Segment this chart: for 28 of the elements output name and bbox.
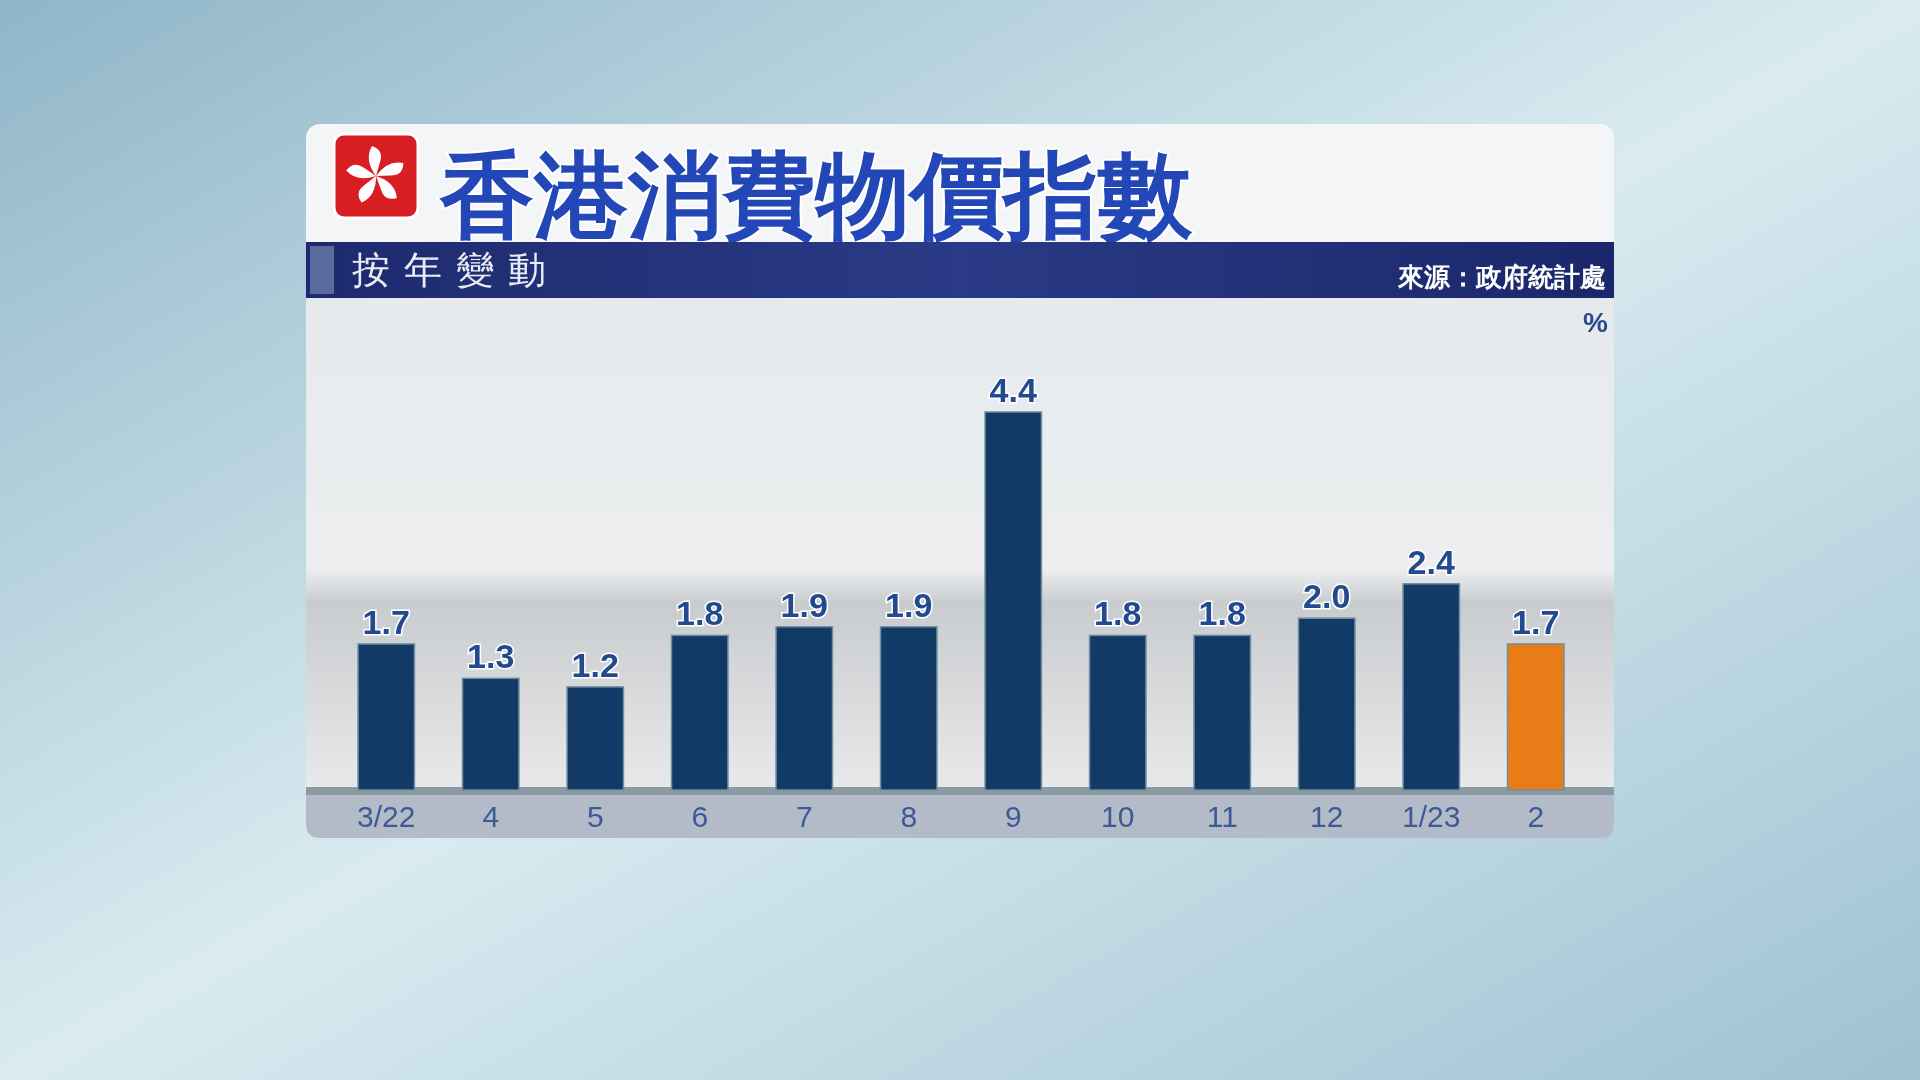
data-label: 1.9 — [780, 585, 828, 624]
data-label: 1.2 — [571, 645, 619, 684]
data-label: 1.7 — [1512, 602, 1560, 641]
data-label: 1.9 — [885, 585, 933, 624]
x-tick-label: 10 — [1101, 800, 1135, 833]
subtitle: 按年變動 — [352, 249, 560, 291]
x-tick-label: 5 — [586, 800, 604, 833]
title: 香港消費物價指數 — [440, 143, 1192, 248]
x-tick-label: 1/23 — [1402, 800, 1461, 833]
data-label: 1.8 — [1094, 594, 1142, 633]
data-label: 1.8 — [1198, 594, 1246, 633]
x-tick-label: 3/22 — [357, 800, 416, 833]
x-tick-label: 2 — [1527, 800, 1545, 833]
x-tick-label: 9 — [1004, 800, 1022, 833]
x-tick-label: 6 — [691, 800, 709, 833]
data-label: 4.4 — [989, 371, 1037, 409]
data-label: 2.4 — [1407, 542, 1455, 581]
data-label: 1.3 — [467, 637, 515, 676]
x-tick-label: 12 — [1310, 800, 1344, 833]
x-tick-label: 4 — [482, 800, 500, 833]
x-tick-label: 11 — [1206, 800, 1238, 833]
x-tick-label: 8 — [900, 800, 918, 833]
ylabel: % — [1583, 307, 1608, 338]
annotation: 來源：政府統計處 — [1398, 262, 1606, 292]
data-label: 1.7 — [362, 602, 410, 641]
data-label: 1.8 — [676, 594, 724, 633]
x-tick-label: 7 — [795, 800, 813, 833]
data-label: 2.0 — [1303, 577, 1351, 616]
